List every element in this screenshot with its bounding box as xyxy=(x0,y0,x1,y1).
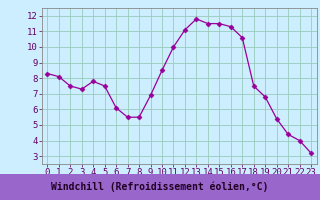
Text: Windchill (Refroidissement éolien,°C): Windchill (Refroidissement éolien,°C) xyxy=(51,182,269,192)
